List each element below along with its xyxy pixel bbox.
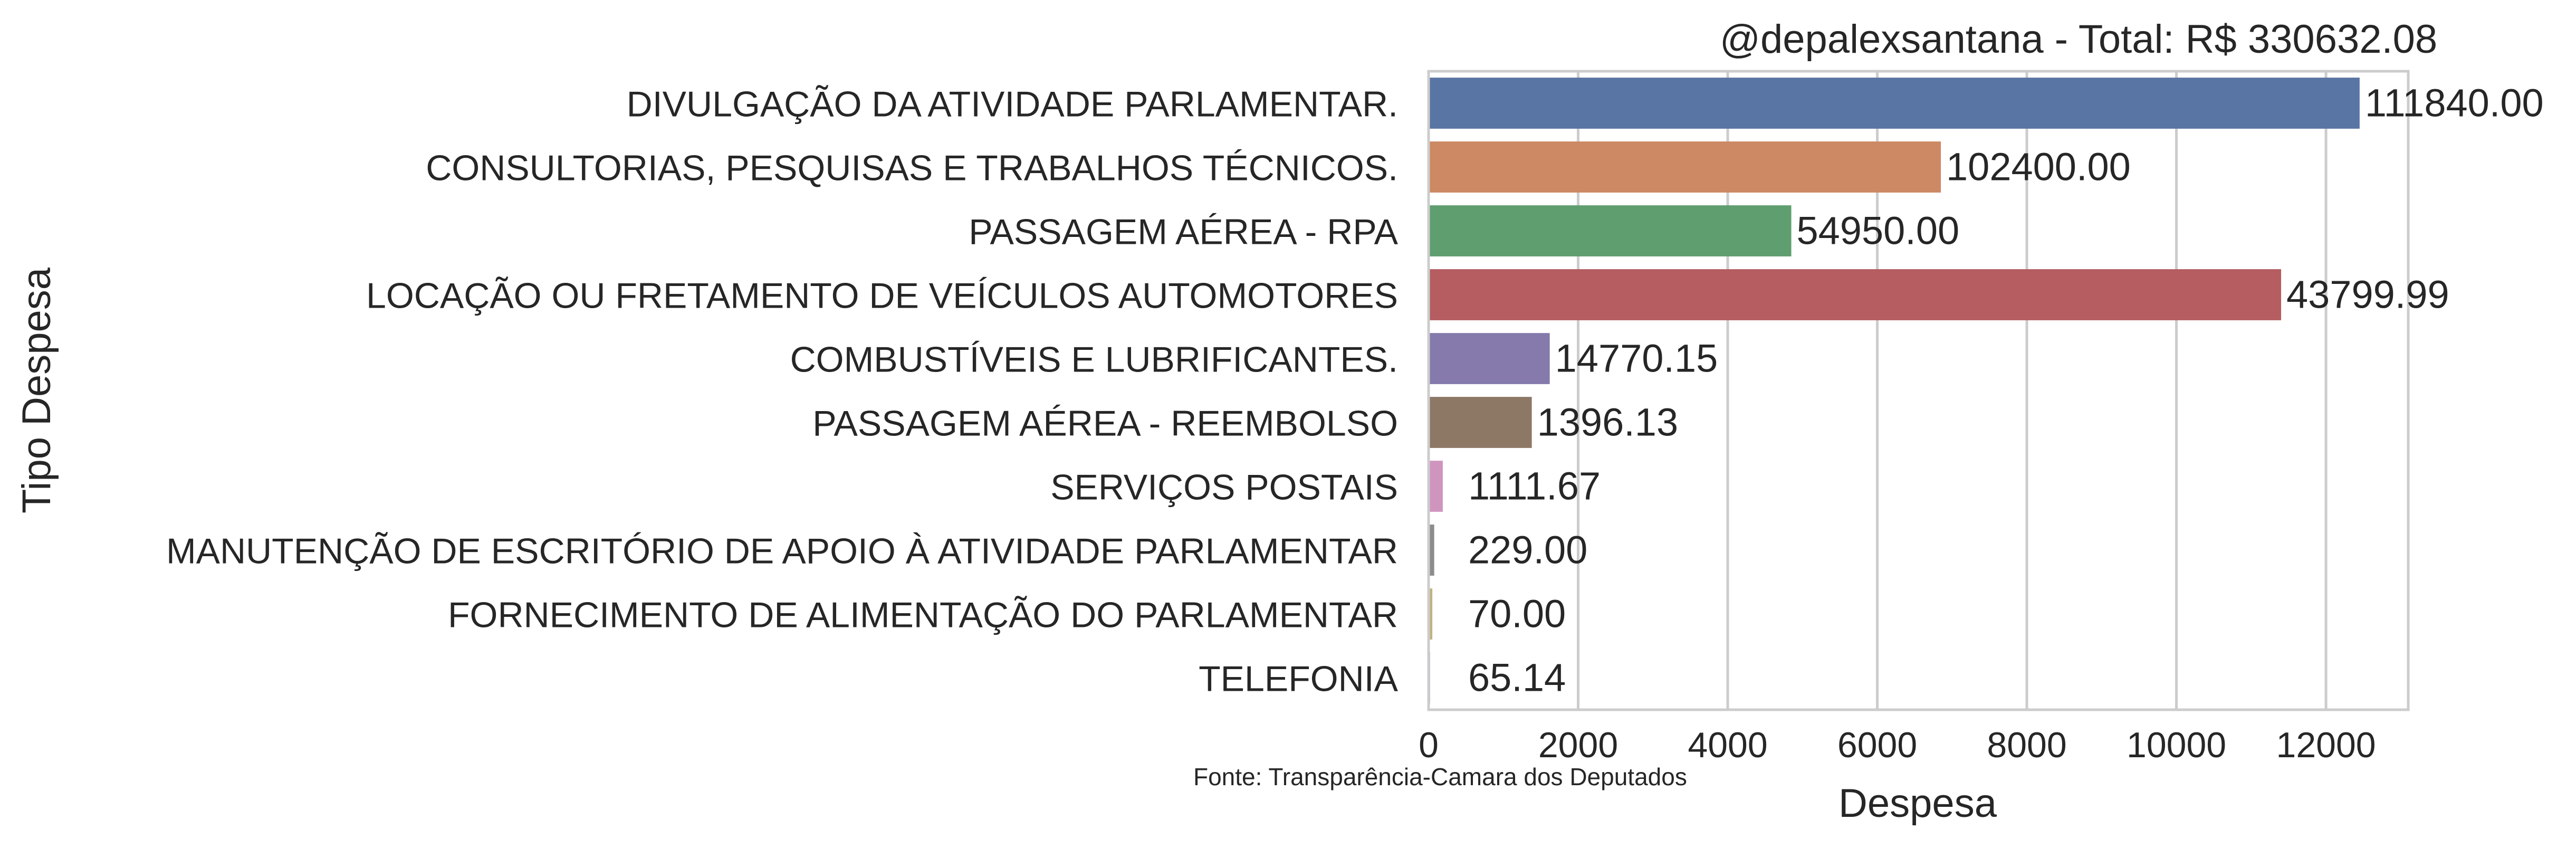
y-tick-label: SERVIÇOS POSTAIS	[1050, 468, 1398, 508]
source-note: Fonte: Transparência-Camara dos Deputado…	[1193, 763, 1687, 790]
x-tick-label: 6000	[1837, 725, 1917, 765]
bar	[1429, 78, 2360, 129]
x-tick-label: 12000	[2276, 725, 2376, 765]
bar-value-label: 70.00	[1468, 592, 1566, 636]
x-tick-label: 10000	[2127, 725, 2226, 765]
bars	[1429, 78, 2360, 703]
y-tick-label: CONSULTORIAS, PESQUISAS E TRABALHOS TÉCN…	[426, 148, 1398, 188]
bar-value-label: 111840.00	[2365, 81, 2544, 125]
y-tick-label: TELEFONIA	[1199, 659, 1398, 699]
bar	[1429, 269, 2282, 320]
x-tick-label: 2000	[1538, 725, 1618, 765]
x-axis-label: Despesa	[1838, 781, 1997, 826]
y-tick-label: PASSAGEM AÉREA - RPA	[969, 212, 1398, 252]
bar	[1429, 205, 1792, 256]
bar-value-label: 102400.00	[1946, 145, 2131, 189]
bar	[1429, 525, 1434, 576]
x-tick-labels: 0 2000 4000 6000 8000 10000 12000	[1419, 725, 2376, 765]
x-tick-label: 8000	[1987, 725, 2066, 765]
bar-value-label: 54950.00	[1797, 209, 1960, 253]
x-tick-label: 0	[1419, 725, 1439, 765]
bar	[1429, 461, 1443, 512]
bar-value-label: 229.00	[1468, 528, 1587, 572]
bar-value-label: 1396.13	[1537, 401, 1679, 444]
x-tick-label: 4000	[1688, 725, 1767, 765]
y-tick-label: FORNECIMENTO DE ALIMENTAÇÃO DO PARLAMENT…	[448, 595, 1398, 635]
bar	[1429, 333, 1550, 384]
bar-value-labels: 111840.00 102400.00 54950.00 43799.99 14770.…	[1468, 81, 2544, 700]
bar	[1429, 397, 1532, 448]
bar-value-label: 43799.99	[2286, 273, 2449, 317]
y-tick-label: PASSAGEM AÉREA - REEMBOLSO	[812, 404, 1398, 444]
y-axis-label: Tipo Despesa	[14, 267, 59, 513]
chart-title: @depalexsantana - Total: R$ 330632.08	[1720, 17, 2437, 62]
bar	[1429, 141, 1941, 193]
bar-value-label: 14770.15	[1555, 337, 1718, 380]
plot-frame	[1427, 70, 2410, 711]
y-tick-label: DIVULGAÇÃO DA ATIVIDADE PARLAMENTAR.	[627, 84, 1398, 125]
y-tick-label: COMBUSTÍVEIS E LUBRIFICANTES.	[790, 340, 1398, 380]
bar-value-label: 65.14	[1468, 656, 1566, 700]
bar	[1429, 588, 1433, 640]
bar-value-label: 1111.67	[1468, 464, 1601, 508]
y-tick-label: LOCAÇÃO OU FRETAMENTO DE VEÍCULOS AUTOMO…	[366, 276, 1398, 316]
y-tick-label: MANUTENÇÃO DE ESCRITÓRIO DE APOIO À ATIV…	[166, 531, 1398, 571]
y-tick-labels: DIVULGAÇÃO DA ATIVIDADE PARLAMENTAR. CONS…	[166, 84, 1399, 699]
